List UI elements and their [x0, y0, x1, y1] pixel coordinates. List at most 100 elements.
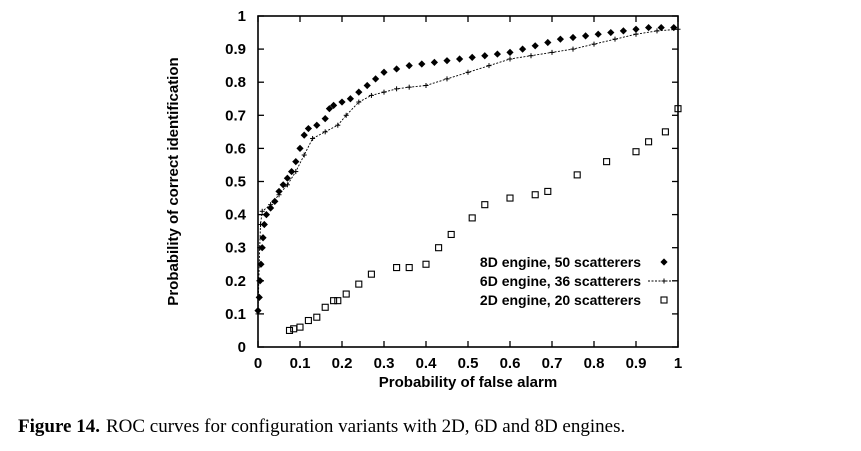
- data-point-diamond: [355, 88, 363, 96]
- figure-caption: Figure 14. ROC curves for configuration v…: [18, 416, 858, 438]
- data-point-diamond: [418, 60, 426, 68]
- data-point-diamond: [506, 48, 514, 57]
- data-point-diamond: [556, 35, 564, 43]
- data-point-diamond: [283, 174, 291, 182]
- data-point-square: [405, 264, 413, 272]
- data-point-diamond: [619, 27, 627, 35]
- data-point-plus: [633, 31, 639, 37]
- data-point-plus: [301, 152, 307, 158]
- data-point-square: [285, 326, 294, 335]
- data-point-diamond: [670, 23, 678, 32]
- data-point-square: [603, 158, 611, 166]
- data-point-square: [290, 325, 298, 333]
- x-axis-label: Probability of false alarm: [379, 374, 557, 391]
- data-point-square: [296, 323, 304, 331]
- x-tick-label: 0.4: [416, 355, 438, 372]
- data-point-diamond: [531, 42, 539, 50]
- data-point-plus: [465, 69, 471, 75]
- data-point-diamond: [292, 158, 300, 166]
- data-point-diamond: [632, 25, 640, 33]
- data-point-plus: [276, 192, 282, 198]
- data-point-plus: [528, 53, 534, 59]
- data-point-plus: [486, 63, 492, 69]
- data-point-diamond: [259, 234, 267, 242]
- x-tick-label: 0.9: [626, 355, 647, 372]
- data-point-plus: [258, 222, 264, 228]
- data-point-diamond: [346, 95, 354, 103]
- data-point-plus: [444, 76, 450, 82]
- data-point-square: [645, 138, 653, 146]
- y-tick-label: 0.3: [225, 240, 246, 257]
- data-point-diamond: [456, 55, 464, 63]
- x-tick-label: 0.6: [500, 355, 521, 372]
- series-square: [285, 105, 682, 335]
- series-line-6d: [257, 28, 679, 314]
- x-tick-label: 0.2: [332, 355, 353, 372]
- data-point-square: [393, 264, 401, 272]
- series-layer: [254, 23, 682, 335]
- y-tick-label: 0.5: [225, 174, 246, 191]
- x-tick-label: 0: [254, 355, 262, 372]
- data-point-square: [321, 303, 329, 311]
- data-point-diamond: [372, 75, 380, 83]
- data-point-square: [304, 316, 312, 325]
- data-point-plus: [423, 83, 429, 89]
- data-point-diamond: [468, 53, 476, 61]
- data-point-diamond: [257, 260, 265, 268]
- data-point-square: [661, 128, 669, 136]
- data-point-diamond: [255, 293, 263, 301]
- data-point-diamond: [338, 98, 346, 106]
- x-tick-label: 0.8: [584, 355, 605, 372]
- y-tick-label: 0.2: [225, 273, 246, 290]
- y-tick-label: 0.1: [225, 306, 246, 323]
- data-point-diamond: [304, 124, 312, 133]
- y-tick-label: 0.4: [225, 207, 247, 224]
- data-point-square: [355, 280, 363, 288]
- caption-text: ROC curves for configuration variants wi…: [105, 416, 626, 437]
- data-point-diamond: [493, 50, 501, 58]
- data-point-diamond: [607, 28, 615, 37]
- legend: 8D engine, 50 scatterers 6D engine, 36 sc…: [480, 254, 676, 308]
- y-tick-label: 0.8: [225, 74, 246, 91]
- x-tick-label: 0.1: [290, 355, 311, 372]
- data-point-square: [367, 270, 375, 278]
- legend-label: 6D engine, 36 scatterers: [480, 273, 641, 289]
- data-point-diamond: [582, 32, 590, 40]
- data-point-diamond: [271, 197, 279, 205]
- data-point-square: [506, 194, 514, 202]
- data-point-plus: [612, 36, 618, 42]
- data-point-plus: [549, 49, 555, 55]
- tick-layer: 0 0.1 0.2 0.3 0.4 0.5 0.6 0.7 0.8 0.9 1 0 0.1 0.2 0.3 0…: [225, 8, 682, 372]
- data-point-diamond: [519, 45, 527, 53]
- data-point-diamond: [544, 38, 552, 47]
- data-point-diamond: [260, 220, 268, 229]
- data-point-diamond: [321, 115, 329, 123]
- data-point-square: [481, 201, 489, 209]
- data-point-diamond: [288, 167, 296, 176]
- data-point-diamond: [258, 244, 266, 252]
- data-point-plus: [368, 92, 374, 98]
- data-point-diamond: [279, 181, 287, 189]
- data-point-plus: [322, 129, 328, 135]
- plot-frame: [257, 15, 679, 348]
- data-point-diamond: [481, 52, 489, 60]
- data-point-plus: [570, 46, 576, 52]
- data-point-square: [573, 171, 581, 179]
- data-point-diamond: [275, 187, 283, 196]
- data-point-diamond: [393, 65, 401, 73]
- data-point-diamond: [443, 57, 451, 65]
- y-axis-label: Probability of correct identification: [165, 57, 182, 305]
- data-point-square: [313, 313, 321, 321]
- series-diamond: [254, 23, 678, 315]
- data-point-diamond: [267, 204, 275, 212]
- caption-label: Figure 14.: [18, 416, 100, 437]
- data-point-square: [342, 290, 350, 298]
- x-tick-label: 1: [674, 355, 682, 372]
- data-point-plus: [381, 89, 387, 95]
- data-point-diamond: [325, 105, 333, 113]
- data-point-diamond: [405, 62, 413, 70]
- data-point-plus: [284, 182, 290, 188]
- series-plus: [255, 26, 681, 317]
- data-point-square: [447, 230, 455, 239]
